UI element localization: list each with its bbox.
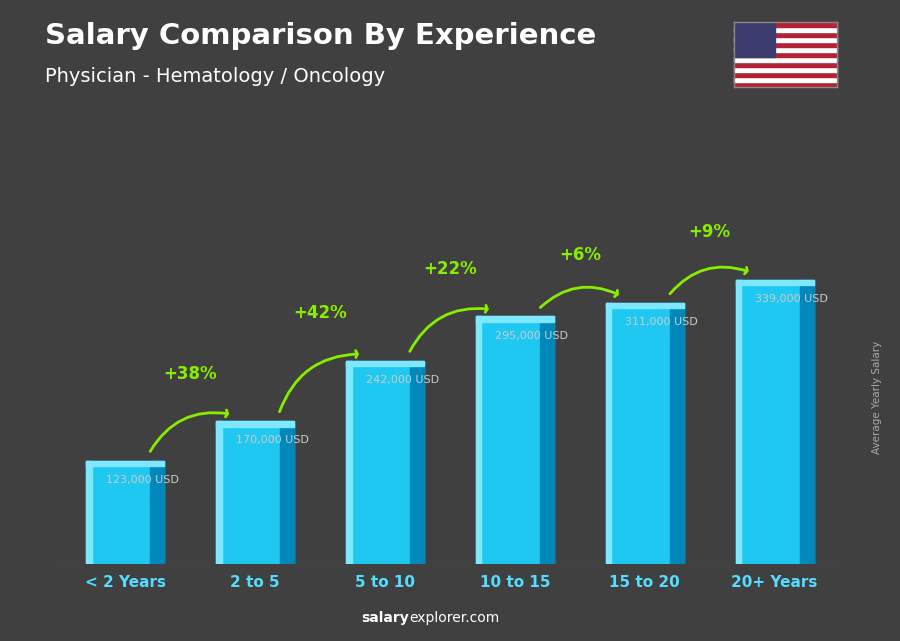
Bar: [670, 303, 684, 564]
Bar: [216, 421, 294, 427]
Text: +6%: +6%: [559, 246, 601, 264]
Bar: [86, 461, 165, 466]
Bar: [410, 361, 424, 564]
Bar: [476, 317, 554, 564]
Bar: [735, 279, 741, 564]
Bar: [734, 28, 837, 32]
Bar: [734, 57, 837, 62]
Bar: [734, 22, 837, 28]
Text: Physician - Hematology / Oncology: Physician - Hematology / Oncology: [45, 67, 385, 87]
Bar: [734, 37, 837, 42]
Bar: [346, 361, 424, 564]
Text: explorer.com: explorer.com: [410, 611, 500, 625]
Bar: [606, 303, 684, 564]
Text: 123,000 USD: 123,000 USD: [106, 475, 179, 485]
Text: 170,000 USD: 170,000 USD: [236, 435, 309, 445]
Bar: [216, 421, 294, 564]
Bar: [86, 461, 165, 564]
Bar: [734, 42, 837, 47]
Bar: [734, 47, 837, 52]
Bar: [734, 32, 837, 37]
Bar: [150, 461, 165, 564]
Text: salary: salary: [362, 611, 410, 625]
Text: +22%: +22%: [423, 260, 477, 278]
Text: +42%: +42%: [293, 304, 347, 322]
Bar: [86, 461, 92, 564]
Text: Average Yearly Salary: Average Yearly Salary: [872, 341, 883, 454]
Bar: [734, 67, 837, 72]
Bar: [606, 303, 684, 308]
Bar: [734, 77, 837, 81]
Bar: [735, 279, 814, 564]
Bar: [346, 361, 352, 564]
Bar: [280, 421, 294, 564]
Text: 339,000 USD: 339,000 USD: [755, 294, 828, 304]
Text: 295,000 USD: 295,000 USD: [495, 331, 569, 340]
Text: +38%: +38%: [164, 365, 217, 383]
Text: +9%: +9%: [688, 222, 731, 241]
Text: Salary Comparison By Experience: Salary Comparison By Experience: [45, 22, 596, 51]
Text: 242,000 USD: 242,000 USD: [365, 375, 438, 385]
Bar: [799, 279, 814, 564]
Bar: [734, 22, 775, 57]
Bar: [734, 81, 837, 87]
Bar: [346, 361, 424, 366]
Bar: [216, 421, 221, 564]
Bar: [476, 317, 482, 564]
Bar: [734, 62, 837, 67]
Bar: [606, 303, 611, 564]
Bar: [734, 72, 837, 77]
Bar: [540, 317, 554, 564]
Text: 311,000 USD: 311,000 USD: [626, 317, 698, 327]
Bar: [476, 317, 554, 322]
Bar: [735, 279, 814, 285]
Bar: [734, 52, 837, 57]
